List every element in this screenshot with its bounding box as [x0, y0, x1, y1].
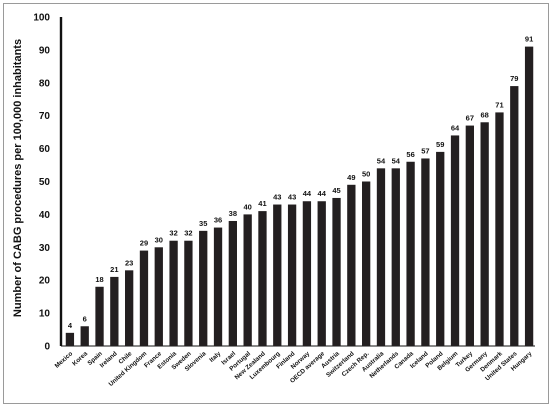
bar [510, 86, 519, 346]
data-label: 59 [436, 140, 444, 149]
y-tick-label: 90 [39, 45, 51, 56]
y-tick-label: 0 [44, 342, 50, 353]
bar [154, 247, 163, 346]
data-label: 50 [362, 170, 370, 179]
data-label: 44 [303, 189, 312, 198]
bar [317, 201, 326, 346]
y-tick-label: 30 [39, 243, 51, 254]
bar [302, 201, 312, 346]
data-label: 6 [83, 314, 87, 323]
bar [406, 161, 415, 346]
data-label: 41 [258, 199, 266, 208]
y-tick-label: 80 [39, 78, 51, 89]
bar [258, 211, 267, 346]
bar [139, 250, 149, 346]
bar [391, 168, 400, 346]
bar [347, 184, 356, 346]
data-label: 38 [229, 209, 237, 218]
bars [65, 46, 534, 347]
bar [495, 112, 504, 346]
data-label: 30 [155, 235, 163, 244]
data-labels: 4 6 18 21 23 29 30 32 32 35 36 38 40 41 43 43 44 44 45 49 50… [68, 35, 533, 330]
y-tick-label: 50 [39, 177, 51, 188]
data-label: 29 [140, 239, 148, 248]
data-label: 68 [480, 110, 488, 119]
category-label: Mexico [54, 350, 75, 370]
data-label: 44 [318, 189, 327, 198]
data-label: 71 [495, 100, 503, 109]
data-label: 23 [125, 258, 133, 267]
bar [362, 181, 371, 346]
data-label: 32 [184, 229, 192, 238]
y-tick-label: 20 [39, 276, 51, 287]
bar [421, 158, 430, 346]
bar [110, 276, 119, 346]
bar [228, 220, 237, 346]
bar [287, 204, 297, 346]
data-label: 91 [525, 35, 533, 44]
bar [184, 240, 193, 346]
data-label: 32 [169, 229, 177, 238]
data-label: 56 [406, 150, 414, 159]
bar [273, 204, 282, 346]
data-label: 54 [377, 156, 386, 165]
bar [199, 230, 208, 346]
data-label: 49 [347, 173, 355, 182]
data-label: 35 [199, 219, 207, 228]
bar [524, 46, 534, 347]
bar [465, 125, 474, 346]
data-label: 67 [466, 114, 474, 123]
data-label: 4 [68, 321, 73, 330]
data-label: 43 [273, 193, 281, 202]
data-label: 18 [95, 275, 103, 284]
data-label: 79 [510, 74, 518, 83]
bar [95, 286, 104, 346]
y-tick-label: 60 [39, 144, 51, 155]
bar [125, 270, 134, 346]
y-tick-label: 40 [39, 210, 51, 221]
data-label: 54 [392, 156, 401, 165]
data-label: 21 [110, 265, 118, 274]
data-label: 43 [288, 193, 296, 202]
bar [480, 122, 489, 346]
y-axis-label: Number of CABG procedures per 100,000 in… [12, 39, 24, 317]
data-label: 64 [451, 123, 460, 132]
data-label: 36 [214, 216, 222, 225]
data-label: 40 [243, 202, 251, 211]
bar [80, 326, 89, 346]
axes: 0 10 20 30 40 50 60 70 80 90 100 [33, 13, 535, 353]
category-label: Korea [71, 350, 89, 367]
bar [243, 214, 252, 346]
y-tick-label: 10 [39, 309, 51, 320]
y-tick-label: 70 [39, 111, 51, 122]
data-label: 45 [332, 186, 340, 195]
bar [169, 240, 178, 346]
bar [436, 151, 445, 346]
bar [213, 227, 223, 346]
bar [65, 332, 75, 346]
data-label: 57 [421, 146, 429, 155]
y-tick-label: 100 [33, 13, 50, 24]
bar [332, 197, 341, 346]
bar [450, 135, 460, 346]
bar [376, 168, 386, 346]
